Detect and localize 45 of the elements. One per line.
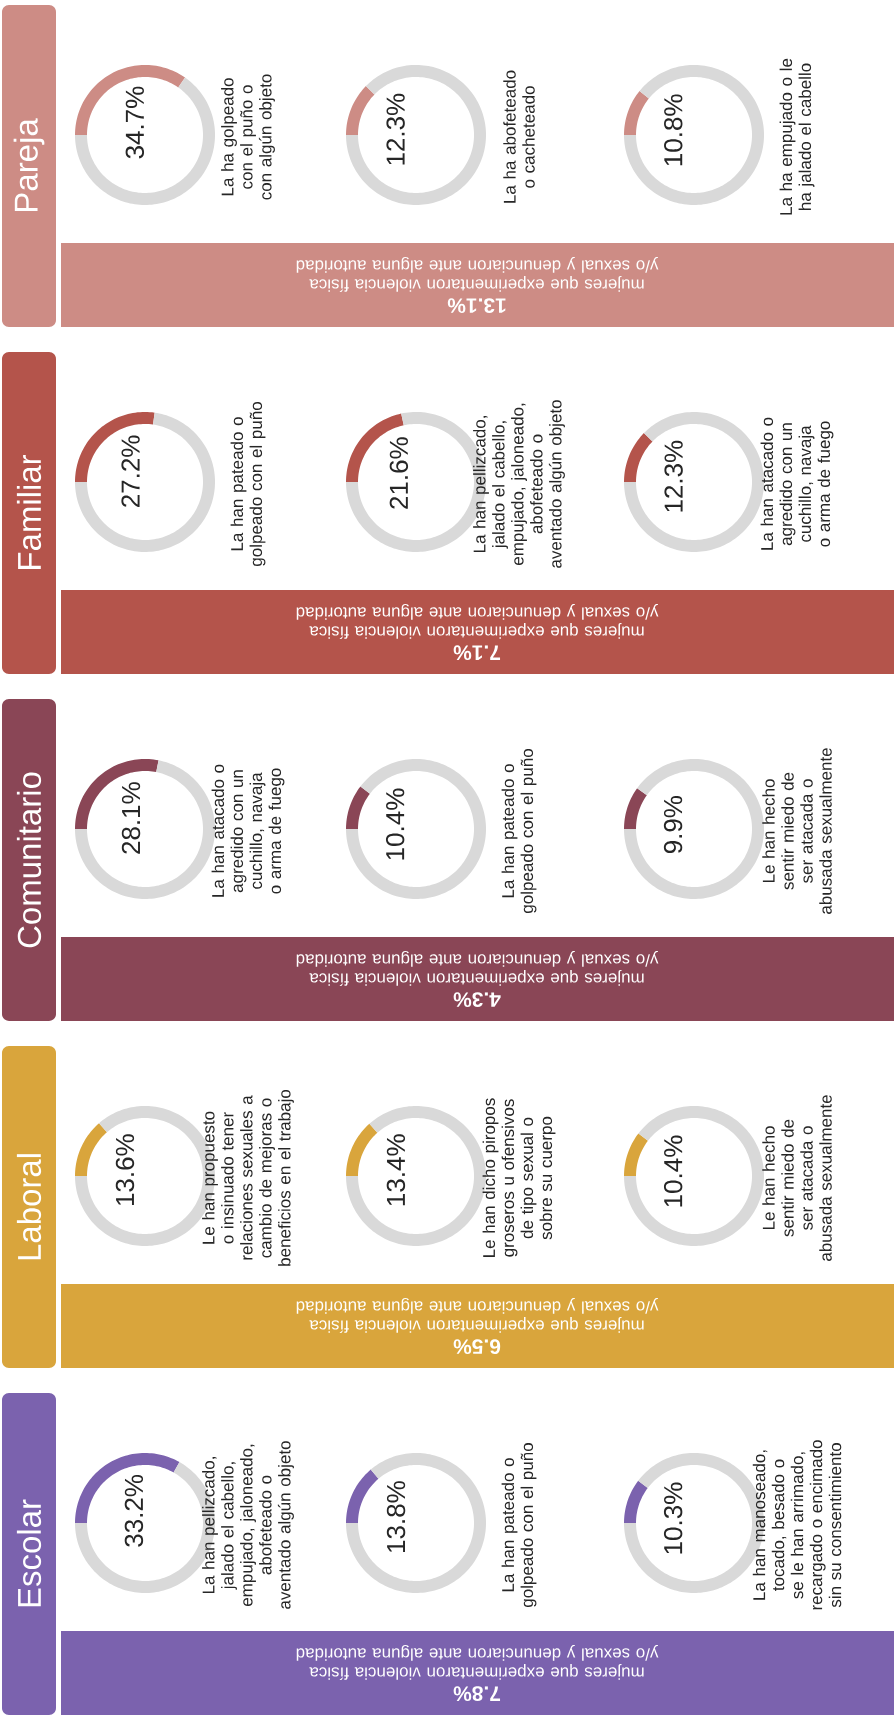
text: La han pateado o golpeado con el puño [501, 1443, 537, 1607]
text: Escolar [16, 1499, 42, 1607]
data-label: 13.4% [386, 1134, 406, 1206]
text: La ha empujado o le ha jalado el cabello [779, 58, 815, 215]
data-label: 10.4% [385, 788, 405, 860]
text: Familiar [16, 454, 42, 569]
data-label: 13.8% [386, 1481, 406, 1552]
text: 7.8% [453, 1686, 501, 1702]
text: La han pellizcado, jalado el cabello, empujado, jaloneado, abofeteado o aventado algún objeto [473, 400, 565, 568]
text: 7.1% [453, 645, 501, 661]
text: La ha golpeado con el puño o con algún objeto [221, 74, 275, 200]
text: La ha abofeteado o cacheteado [503, 70, 535, 203]
text: 6.5% [453, 1339, 501, 1355]
text: mujeres que experimentaron violencia física y/o sexual y denunciaron ante alguna autoridad [296, 950, 659, 986]
text: Laboral [16, 1154, 42, 1260]
data-label: 9.9% [663, 796, 683, 854]
data-label: 10.3% [663, 1482, 683, 1554]
text: La han pateado o golpeado con el puño [230, 402, 266, 566]
text: Comunitario [16, 772, 42, 948]
text: Le han hecho sentir miedo de ser atacada o abusada sexualmente [762, 1095, 832, 1261]
text: La han pateado o golpeado con el puño [501, 749, 537, 913]
text: 4.3% [453, 992, 501, 1008]
data-label: 33.2% [124, 1474, 144, 1547]
data-label: 10.8% [664, 94, 683, 166]
data-label: 10.4% [663, 1135, 683, 1207]
text: mujeres que experimentaron violencia física y/o sexual y denunciaron ante alguna autoridad [296, 256, 659, 292]
data-label: 12.3% [386, 93, 405, 165]
text: mujeres que experimentaron violencia física y/o sexual y denunciaron ante alguna autoridad [296, 603, 659, 639]
text: mujeres que experimentaron violencia física y/o sexual y denunciaron ante alguna autoridad [296, 1644, 659, 1680]
text: 13.1% [447, 298, 506, 314]
data-label: 12.3% [664, 440, 683, 512]
text: La han atacado o agredido con un cuchillo, navaja o arma de fuego [211, 764, 285, 897]
text: La han pellizcado, jalado el cabello, empujado, jaloneado, abofeteado o aventado algún objeto [202, 1441, 294, 1609]
text: Le han hecho sentir miedo de ser atacada o abusada sexualmente [762, 748, 832, 914]
data-label: 13.6% [115, 1134, 135, 1206]
text: Le han dicho piropos groseros u ofensivos de tipo sexual o sobre su cuerpo [482, 1098, 556, 1257]
text: mujeres que experimentaron violencia física y/o sexual y denunciaron ante alguna autoridad [296, 1297, 659, 1333]
text: La han atacado o agredido con un cuchillo, navaja o arma de fuego [760, 417, 834, 550]
data-label: 34.7% [125, 86, 145, 159]
data-label: 28.1% [121, 782, 141, 854]
text: La han manoseado, tocado, besado o se le han arrimado, recargado o encimado sin su consentimiento [752, 1440, 842, 1610]
data-label: 21.6% [389, 437, 409, 509]
data-label: 27.2% [121, 435, 140, 507]
text: Pareja [13, 118, 45, 211]
text: Le han propuesto o insinuado tener relaciones sexuales a cambio de mejoras o beneficios en el trabajo [202, 1089, 294, 1266]
